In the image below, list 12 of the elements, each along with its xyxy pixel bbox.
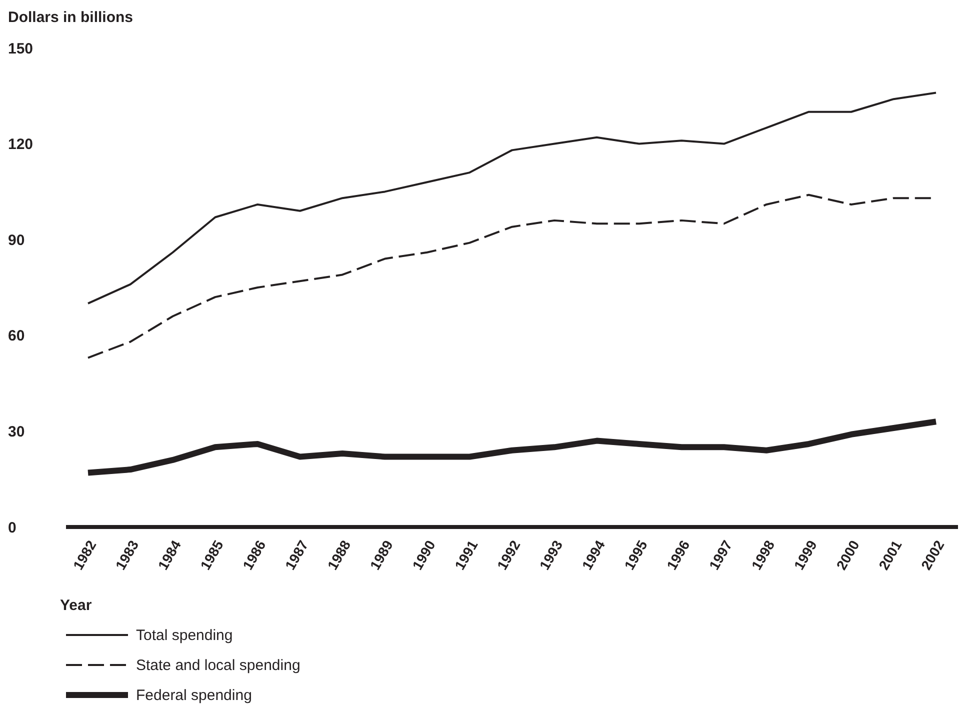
legend-label: Total spending [136,626,233,644]
x-axis-title: Year [60,597,93,614]
y-axis-title: Dollars in billions [8,8,134,28]
legend-label: Federal spending [136,686,252,704]
line-series [87,92,937,304]
y-tick-label: 30 [8,424,25,441]
y-tick-label: 0 [8,519,16,536]
legend-label: State and local spending [136,656,300,674]
y-tick-label: 60 [8,328,25,345]
y-tick-label: 90 [8,232,25,249]
y-tick-label: 150 [8,40,34,58]
y-tick-label: 120 [8,136,34,154]
